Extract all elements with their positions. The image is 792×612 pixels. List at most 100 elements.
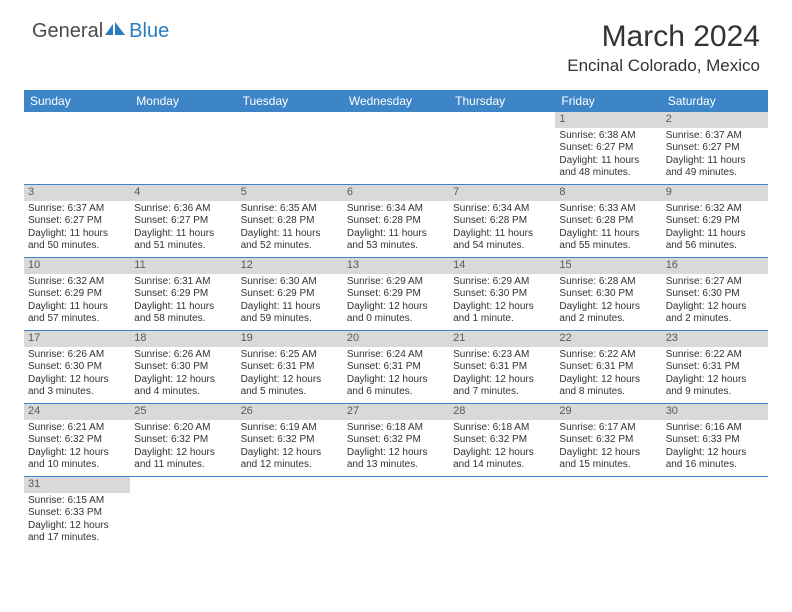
day-info: Sunrise: 6:16 AMSunset: 6:33 PMDaylight:…: [666, 422, 764, 472]
day-info: Sunrise: 6:28 AMSunset: 6:30 PMDaylight:…: [559, 276, 657, 326]
daylight-text: Daylight: 12 hours and 4 minutes.: [134, 374, 232, 399]
weekday-header: Sunday: [24, 90, 130, 112]
sunrise-text: Sunrise: 6:25 AM: [241, 349, 339, 362]
day-cell: 7Sunrise: 6:34 AMSunset: 6:28 PMDaylight…: [449, 185, 555, 257]
weekday-header: Tuesday: [237, 90, 343, 112]
day-info: Sunrise: 6:25 AMSunset: 6:31 PMDaylight:…: [241, 349, 339, 399]
sunrise-text: Sunrise: 6:38 AM: [559, 130, 657, 143]
day-cell: 6Sunrise: 6:34 AMSunset: 6:28 PMDaylight…: [343, 185, 449, 257]
daylight-text: Daylight: 11 hours and 53 minutes.: [347, 228, 445, 253]
day-cell: 12Sunrise: 6:30 AMSunset: 6:29 PMDayligh…: [237, 258, 343, 330]
day-info: Sunrise: 6:20 AMSunset: 6:32 PMDaylight:…: [134, 422, 232, 472]
week-row: 17Sunrise: 6:26 AMSunset: 6:30 PMDayligh…: [24, 331, 768, 404]
sunrise-text: Sunrise: 6:18 AM: [347, 422, 445, 435]
day-number: 30: [662, 404, 768, 420]
day-cell: 3Sunrise: 6:37 AMSunset: 6:27 PMDaylight…: [24, 185, 130, 257]
day-number: 20: [343, 331, 449, 347]
day-info: Sunrise: 6:22 AMSunset: 6:31 PMDaylight:…: [666, 349, 764, 399]
daylight-text: Daylight: 12 hours and 11 minutes.: [134, 447, 232, 472]
week-row: 10Sunrise: 6:32 AMSunset: 6:29 PMDayligh…: [24, 258, 768, 331]
day-number: 31: [24, 477, 130, 493]
sunrise-text: Sunrise: 6:22 AM: [559, 349, 657, 362]
day-cell-empty: [343, 477, 449, 549]
weekday-header: Thursday: [449, 90, 555, 112]
day-info: Sunrise: 6:26 AMSunset: 6:30 PMDaylight:…: [134, 349, 232, 399]
day-cell: 10Sunrise: 6:32 AMSunset: 6:29 PMDayligh…: [24, 258, 130, 330]
daylight-text: Daylight: 12 hours and 17 minutes.: [28, 520, 126, 545]
sunrise-text: Sunrise: 6:37 AM: [28, 203, 126, 216]
sunrise-text: Sunrise: 6:36 AM: [134, 203, 232, 216]
daylight-text: Daylight: 11 hours and 57 minutes.: [28, 301, 126, 326]
month-title: March 2024: [567, 20, 760, 54]
day-cell: 30 Sunrise: 6:16 AMSunset: 6:33 PMDayligh…: [662, 404, 768, 476]
location-label: Encinal Colorado, Mexico: [567, 56, 760, 76]
day-cell: 31Sunrise: 6:15 AMSunset: 6:33 PMDayligh…: [24, 477, 130, 549]
day-cell: 1Sunrise: 6:38 AMSunset: 6:27 PMDaylight…: [555, 112, 661, 184]
day-info: Sunrise: 6:29 AMSunset: 6:30 PMDaylight:…: [453, 276, 551, 326]
day-cell: 27Sunrise: 6:18 AMSunset: 6:32 PMDayligh…: [343, 404, 449, 476]
day-cell-empty: [662, 477, 768, 549]
daylight-text: Daylight: 11 hours and 51 minutes.: [134, 228, 232, 253]
day-number: 7: [449, 185, 555, 201]
day-cell-empty: [237, 477, 343, 549]
sunrise-text: Sunrise: 6:17 AM: [559, 422, 657, 435]
sunrise-text: Sunrise: 6:32 AM: [666, 203, 764, 216]
daylight-text: Daylight: 12 hours and 16 minutes.: [666, 447, 764, 472]
day-cell: 22Sunrise: 6:22 AMSunset: 6:31 PMDayligh…: [555, 331, 661, 403]
sunset-text: Sunset: 6:30 PM: [453, 288, 551, 301]
sunrise-text: Sunrise: 6:26 AM: [134, 349, 232, 362]
sunset-text: Sunset: 6:32 PM: [241, 434, 339, 447]
weekday-header: Wednesday: [343, 90, 449, 112]
sunrise-text: Sunrise: 6:37 AM: [666, 130, 764, 143]
sunrise-text: Sunrise: 6:34 AM: [347, 203, 445, 216]
daylight-text: Daylight: 12 hours and 13 minutes.: [347, 447, 445, 472]
daylight-text: Daylight: 11 hours and 58 minutes.: [134, 301, 232, 326]
day-number: 5: [237, 185, 343, 201]
week-row: 31Sunrise: 6:15 AMSunset: 6:33 PMDayligh…: [24, 477, 768, 549]
weekday-header-row: SundayMondayTuesdayWednesdayThursdayFrid…: [24, 90, 768, 112]
daylight-text: Daylight: 12 hours and 3 minutes.: [28, 374, 126, 399]
sunset-text: Sunset: 6:31 PM: [666, 361, 764, 374]
day-info: Sunrise: 6:33 AMSunset: 6:28 PMDaylight:…: [559, 203, 657, 253]
sunset-text: Sunset: 6:30 PM: [559, 288, 657, 301]
day-info: Sunrise: 6:29 AMSunset: 6:29 PMDaylight:…: [347, 276, 445, 326]
weeks-container: 1Sunrise: 6:38 AMSunset: 6:27 PMDaylight…: [24, 112, 768, 549]
sunset-text: Sunset: 6:30 PM: [28, 361, 126, 374]
day-cell: 28Sunrise: 6:18 AMSunset: 6:32 PMDayligh…: [449, 404, 555, 476]
title-block: March 2024 Encinal Colorado, Mexico: [567, 20, 760, 76]
day-cell: 15Sunrise: 6:28 AMSunset: 6:30 PMDayligh…: [555, 258, 661, 330]
sunrise-text: Sunrise: 6:24 AM: [347, 349, 445, 362]
day-number: 22: [555, 331, 661, 347]
brand-logo: General Blue: [32, 20, 169, 43]
sunrise-text: Sunrise: 6:28 AM: [559, 276, 657, 289]
day-info: Sunrise: 6:34 AMSunset: 6:28 PMDaylight:…: [347, 203, 445, 253]
day-info: Sunrise: 6:26 AMSunset: 6:30 PMDaylight:…: [28, 349, 126, 399]
day-cell: 8Sunrise: 6:33 AMSunset: 6:28 PMDaylight…: [555, 185, 661, 257]
daylight-text: Daylight: 11 hours and 56 minutes.: [666, 228, 764, 253]
day-cell: 24Sunrise: 6:21 AMSunset: 6:32 PMDayligh…: [24, 404, 130, 476]
sunrise-text: Sunrise: 6:31 AM: [134, 276, 232, 289]
day-number: 4: [130, 185, 236, 201]
day-cell: 29Sunrise: 6:17 AMSunset: 6:32 PMDayligh…: [555, 404, 661, 476]
daylight-text: Daylight: 11 hours and 59 minutes.: [241, 301, 339, 326]
day-cell: 13 Sunrise: 6:29 AMSunset: 6:29 PMDayligh…: [343, 258, 449, 330]
day-info: Sunrise: 6:35 AMSunset: 6:28 PMDaylight:…: [241, 203, 339, 253]
sunset-text: Sunset: 6:29 PM: [666, 215, 764, 228]
sunrise-text: Sunrise: 6:19 AM: [241, 422, 339, 435]
day-number: 1: [555, 112, 661, 128]
day-info: Sunrise: 6:27 AMSunset: 6:30 PMDaylight:…: [666, 276, 764, 326]
day-number: 16: [662, 258, 768, 274]
sunset-text: Sunset: 6:33 PM: [666, 434, 764, 447]
daylight-text: Daylight: 12 hours and 6 minutes.: [347, 374, 445, 399]
sunset-text: Sunset: 6:31 PM: [347, 361, 445, 374]
day-number: 13: [343, 258, 449, 274]
day-cell-empty: [449, 112, 555, 184]
day-cell: 26Sunrise: 6:19 AMSunset: 6:32 PMDayligh…: [237, 404, 343, 476]
brand-general: General: [32, 20, 103, 43]
daylight-text: Daylight: 11 hours and 48 minutes.: [559, 155, 657, 180]
daylight-text: Daylight: 11 hours and 54 minutes.: [453, 228, 551, 253]
day-number: 2: [662, 112, 768, 128]
day-info: Sunrise: 6:30 AMSunset: 6:29 PMDaylight:…: [241, 276, 339, 326]
day-cell: 23Sunrise: 6:22 AMSunset: 6:31 PMDayligh…: [662, 331, 768, 403]
day-cell: 11Sunrise: 6:31 AMSunset: 6:29 PMDayligh…: [130, 258, 236, 330]
